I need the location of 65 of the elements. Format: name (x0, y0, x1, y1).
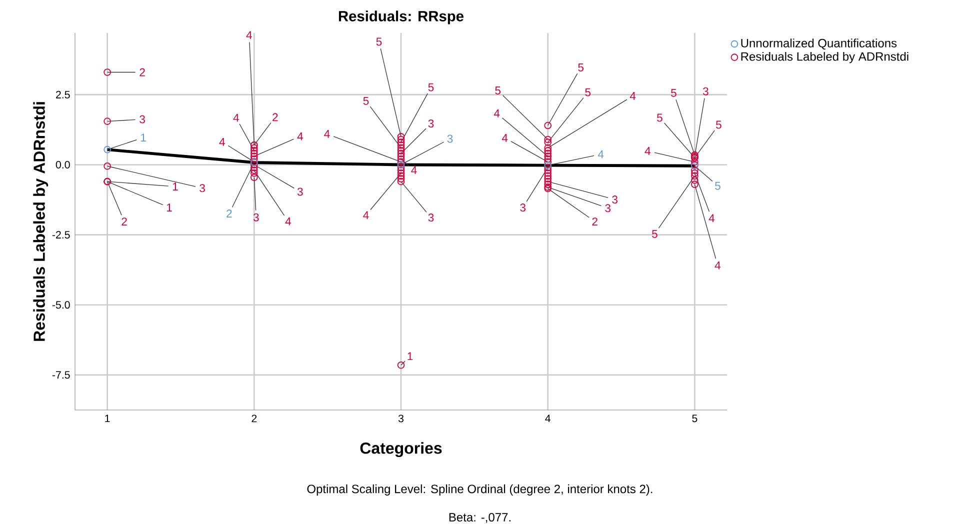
annotation: 4 (630, 92, 636, 100)
annotation: 4 (297, 132, 303, 140)
annotation: 5 (495, 86, 501, 94)
annotation: 4 (324, 130, 330, 138)
annotation: 1 (167, 204, 172, 212)
annotation: 4 (233, 114, 239, 122)
point (104, 146, 111, 154)
y-tick-label: 0.0 (56, 160, 70, 169)
annotation: 4 (285, 217, 291, 226)
x-tick-label: 3 (398, 414, 404, 422)
annotation: 3 (702, 87, 708, 96)
annotation: 4 (644, 147, 651, 155)
annotation: 4 (363, 211, 369, 220)
annotation: 5 (671, 88, 676, 97)
annotation: 4 (502, 134, 508, 142)
annotation: 4 (598, 150, 604, 158)
annotation: 2 (122, 218, 127, 226)
text: Beta: -,077. (449, 513, 510, 523)
chart-title: Residuals: RRspe (338, 10, 464, 24)
annotation: 5 (715, 182, 720, 190)
y-tick-label: -7.5 (52, 371, 70, 379)
annotation: 5 (716, 120, 722, 129)
y-tick-label: -2.5 (52, 231, 70, 239)
annotation: 1 (408, 352, 413, 360)
annotation: 4 (411, 166, 417, 174)
legend-label: Residuals Labeled by ADRnstdi (741, 52, 908, 64)
annotation: 3 (520, 204, 526, 212)
x-tick-label: 5 (692, 414, 698, 422)
annotation: 5 (376, 38, 382, 46)
annotation: 2 (140, 68, 145, 76)
annotation: 3 (428, 120, 434, 128)
annotation: 5 (428, 83, 434, 92)
y-axis-title: Residuals Labeled by ADRnstdi (33, 102, 48, 341)
annotation: 4 (219, 138, 225, 146)
x-tick-label: 2 (252, 414, 257, 422)
annotation: 5 (363, 96, 369, 105)
annotation: 2 (226, 210, 232, 218)
x-axis-title: Categories (360, 442, 442, 458)
annotation: 3 (297, 188, 303, 196)
annotation: 3 (140, 115, 145, 124)
annotation: 5 (652, 230, 658, 238)
annotation: 3 (612, 196, 618, 204)
annotation: 3 (253, 213, 259, 222)
annotation: 4 (246, 31, 252, 40)
y-tick-label: -5.0 (52, 301, 70, 309)
x-tick-label: 4 (545, 414, 551, 422)
annotation: 4 (714, 261, 721, 270)
annotation: 2 (272, 113, 278, 122)
annotation: 3 (428, 214, 434, 222)
annotation: 4 (494, 109, 500, 118)
annotation: 2 (592, 218, 598, 226)
y-tick-label: 2.5 (56, 90, 70, 98)
text: Optimal Scaling Level: Spline Ordinal (degree 2, interior knots 2). (307, 484, 652, 496)
legend-label: Unnormalized Quantifications (741, 38, 897, 50)
x-tick-label: 1 (105, 414, 110, 422)
annotation: 5 (657, 114, 662, 122)
annotation: 5 (585, 88, 591, 96)
annotation: 3 (200, 184, 205, 192)
annotation: 3 (447, 134, 453, 143)
annotation: 3 (605, 204, 611, 212)
annotation: 5 (578, 64, 584, 72)
annotation: 1 (141, 134, 146, 142)
annotation: 1 (173, 182, 178, 190)
annotation: 4 (708, 214, 715, 222)
line-series (106, 148, 696, 168)
